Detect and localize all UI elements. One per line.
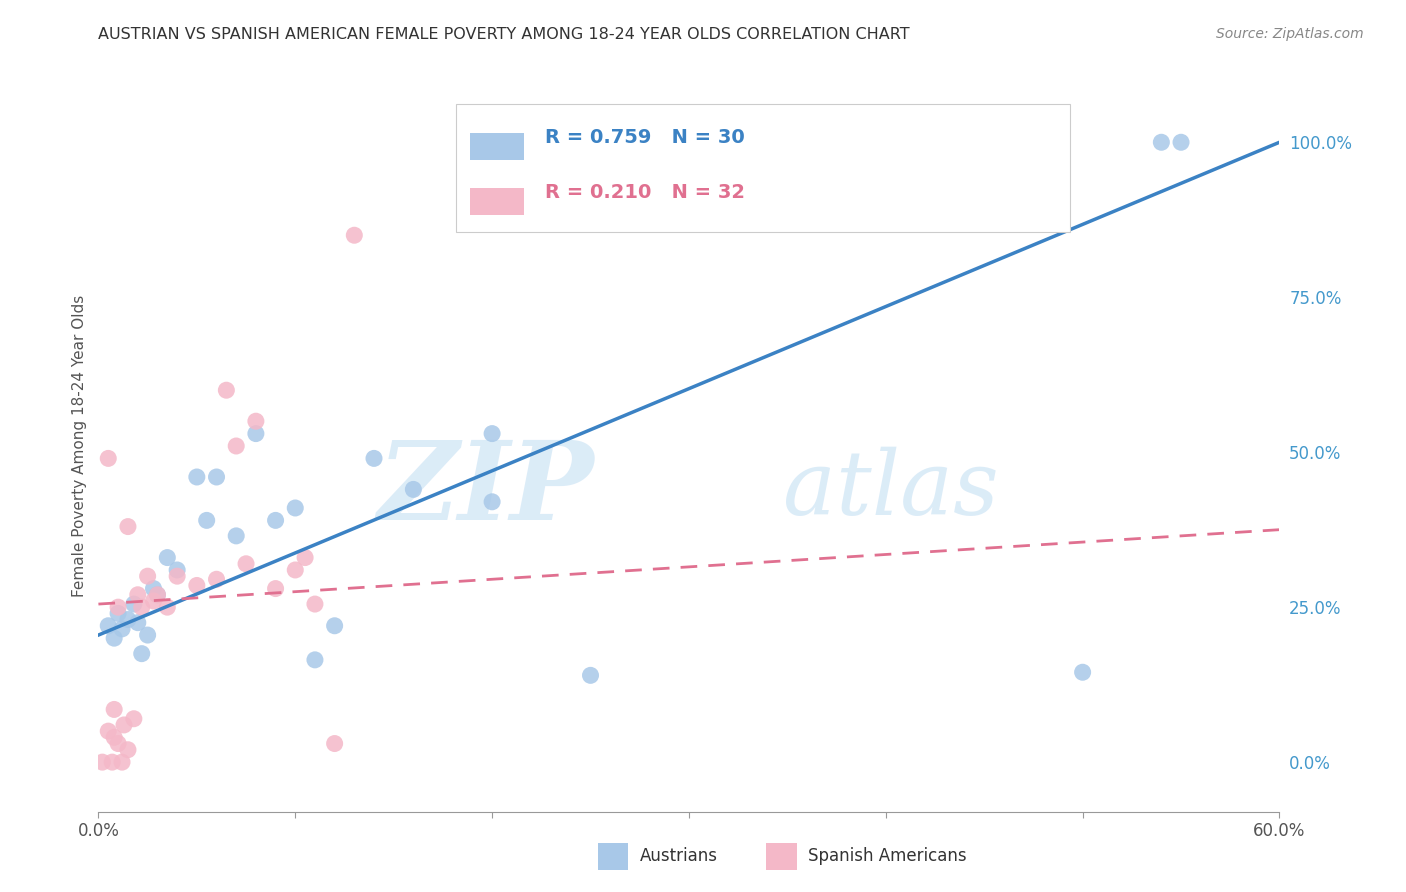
- Point: [1150, 135, 1173, 149]
- Point: [91, 755, 114, 769]
- Point: [146, 588, 169, 602]
- Point: [111, 622, 134, 636]
- Point: [122, 597, 145, 611]
- Text: R = 0.210   N = 32: R = 0.210 N = 32: [546, 183, 745, 202]
- Point: [127, 615, 149, 630]
- Text: ZIP: ZIP: [378, 436, 595, 543]
- Point: [112, 718, 135, 732]
- FancyBboxPatch shape: [471, 134, 523, 160]
- Point: [156, 600, 179, 615]
- Text: AUSTRIAN VS SPANISH AMERICAN FEMALE POVERTY AMONG 18-24 YEAR OLDS CORRELATION CH: AUSTRIAN VS SPANISH AMERICAN FEMALE POVE…: [98, 27, 910, 42]
- Point: [107, 600, 129, 615]
- Point: [264, 582, 287, 596]
- Text: Spanish Americans: Spanish Americans: [808, 847, 967, 865]
- Text: Austrians: Austrians: [640, 847, 717, 865]
- Y-axis label: Female Poverty Among 18-24 Year Olds: Female Poverty Among 18-24 Year Olds: [72, 295, 87, 597]
- Point: [186, 578, 208, 592]
- Point: [166, 563, 188, 577]
- Point: [136, 569, 159, 583]
- Point: [205, 572, 228, 586]
- Point: [97, 451, 120, 466]
- FancyBboxPatch shape: [457, 104, 1070, 232]
- Point: [166, 569, 188, 583]
- FancyBboxPatch shape: [471, 188, 523, 215]
- Point: [107, 737, 129, 751]
- Point: [579, 668, 602, 682]
- Point: [284, 563, 307, 577]
- Point: [363, 451, 385, 466]
- Text: Source: ZipAtlas.com: Source: ZipAtlas.com: [1216, 27, 1364, 41]
- Point: [343, 228, 366, 243]
- Point: [146, 588, 169, 602]
- Point: [186, 470, 208, 484]
- Point: [481, 495, 503, 509]
- Point: [225, 439, 247, 453]
- Point: [97, 619, 120, 633]
- Point: [294, 550, 316, 565]
- Point: [107, 607, 129, 621]
- Text: atlas: atlas: [783, 447, 1000, 533]
- Point: [131, 600, 153, 615]
- Point: [245, 414, 267, 428]
- Point: [481, 426, 503, 441]
- Point: [156, 550, 179, 565]
- Point: [245, 426, 267, 441]
- Point: [195, 513, 218, 527]
- Point: [235, 557, 257, 571]
- Point: [117, 613, 139, 627]
- Point: [122, 712, 145, 726]
- Point: [97, 724, 120, 739]
- Point: [402, 483, 425, 497]
- Point: [136, 628, 159, 642]
- Point: [111, 755, 134, 769]
- Point: [215, 383, 238, 397]
- Point: [103, 631, 125, 645]
- Point: [142, 594, 165, 608]
- Point: [117, 743, 139, 757]
- Point: [103, 731, 125, 745]
- Text: R = 0.759   N = 30: R = 0.759 N = 30: [546, 128, 745, 147]
- Point: [117, 519, 139, 533]
- Point: [1071, 665, 1094, 680]
- Point: [304, 653, 326, 667]
- Point: [323, 737, 346, 751]
- Point: [323, 619, 346, 633]
- Point: [225, 529, 247, 543]
- Point: [1170, 135, 1192, 149]
- Point: [142, 582, 165, 596]
- Point: [264, 513, 287, 527]
- Point: [127, 588, 149, 602]
- Point: [284, 500, 307, 515]
- Point: [205, 470, 228, 484]
- Point: [103, 702, 125, 716]
- Point: [304, 597, 326, 611]
- Point: [131, 647, 153, 661]
- Point: [101, 755, 124, 769]
